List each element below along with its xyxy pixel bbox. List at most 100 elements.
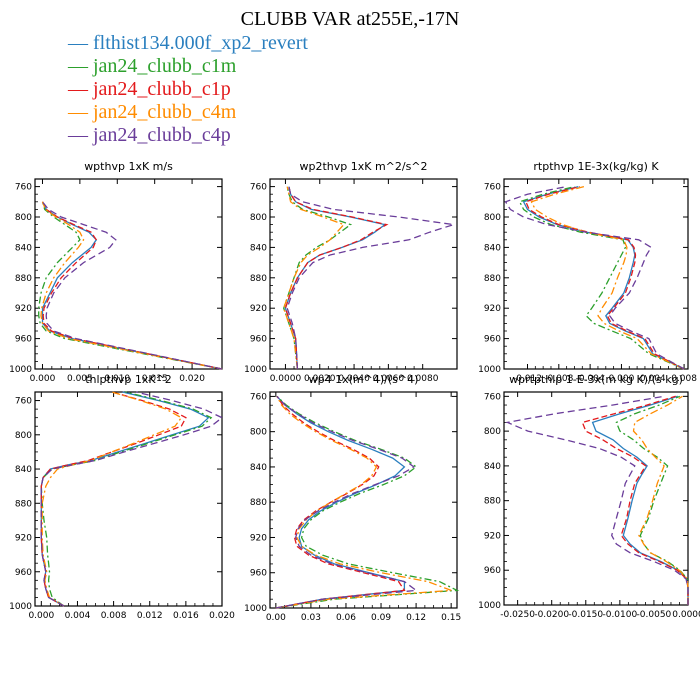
y-tick-label: 800 xyxy=(250,428,267,438)
x-tick-label: -0.012 xyxy=(513,374,542,384)
y-tick-label: 920 xyxy=(250,304,267,314)
series-line-2 xyxy=(40,391,213,607)
x-tick-label: 0.020 xyxy=(209,611,235,621)
y-tick-label: 960 xyxy=(484,566,501,576)
y-tick-label: 840 xyxy=(484,243,501,253)
y-tick-label: 760 xyxy=(484,392,501,402)
series-line-5 xyxy=(505,395,689,605)
y-tick-label: 800 xyxy=(484,213,501,223)
x-tick-label: 0.0040 xyxy=(338,374,370,384)
series-line-2 xyxy=(518,185,685,370)
plot-frame xyxy=(34,178,223,370)
y-tick-label: 840 xyxy=(484,462,501,472)
series-line-2 xyxy=(283,186,352,370)
plot-frame xyxy=(269,178,458,370)
y-tick-label: 760 xyxy=(15,183,32,193)
panel-6: wprtpthlp 1-E-3x(m kg K)/(s kg)-0.0250 -0… xyxy=(478,373,700,620)
page-title: CLUBB VAR at255E,-17N xyxy=(240,8,460,30)
x-tick-label: 0.0020 xyxy=(304,374,336,384)
plot-frame xyxy=(503,391,689,606)
x-tick-label: 0.016 xyxy=(173,611,199,621)
y-tick-label: 880 xyxy=(15,499,32,509)
legend-label: jan24_clubb_c4p xyxy=(93,124,231,146)
legend-label: jan24_clubb_c1p xyxy=(93,78,231,100)
x-tick-label: 0.0000 xyxy=(672,610,700,620)
y-tick-label: 1000 xyxy=(244,365,267,375)
legend-label: flthist134.000f_xp2_revert xyxy=(93,32,308,54)
x-tick-label: 0.15 xyxy=(441,613,461,623)
x-tick-label: 0.000 xyxy=(30,374,56,384)
x-tick-label: 0.0060 xyxy=(373,374,405,384)
y-tick-label: 840 xyxy=(15,243,32,253)
y-tick-label: 960 xyxy=(250,569,267,579)
y-tick-label: 760 xyxy=(250,392,267,402)
series-line-4 xyxy=(283,186,345,370)
legend-swatch: — xyxy=(68,78,93,100)
y-tick-label: 920 xyxy=(484,531,501,541)
panel-5: wp4 1x(m^4)/(s^4) 0.00 0.03 0.06 0.09 0.12 0.1… xyxy=(244,373,461,623)
series-line-1 xyxy=(40,391,210,607)
x-tick-label: 0.008 xyxy=(101,611,127,621)
y-tick-label: 1000 xyxy=(478,365,501,375)
y-tick-label: 1000 xyxy=(9,365,32,375)
x-tick-label: 0.00 xyxy=(266,613,286,623)
y-tick-label: 920 xyxy=(250,533,267,543)
series-line-1 xyxy=(41,201,223,370)
legend-label: jan24_clubb_c1m xyxy=(93,55,237,77)
legend-label: jan24_clubb_c4m xyxy=(93,101,237,123)
panel-title: rtpthvp 1E-3x(kg/kg) K xyxy=(533,160,659,173)
x-tick-label: 0.12 xyxy=(406,613,426,623)
x-tick-label: 0.0080 xyxy=(407,374,439,384)
x-tick-label: 0.06 xyxy=(336,613,356,623)
y-tick-label: 920 xyxy=(484,304,501,314)
series-line-4 xyxy=(41,391,183,607)
y-tick-label: 760 xyxy=(484,183,501,193)
panel-2: wp2thvp 1xK m^2/s^20.0000 0.0020 0.0040 0.0… xyxy=(244,160,458,384)
legend-item: — jan24_clubb_c1m xyxy=(68,55,308,78)
series-line-1 xyxy=(522,185,685,370)
x-tick-label: -0.008 xyxy=(544,374,573,384)
series-line-4 xyxy=(530,185,685,370)
x-tick-label: 0.004 xyxy=(640,374,666,384)
y-tick-label: 840 xyxy=(250,463,267,473)
series-line-5 xyxy=(286,186,454,370)
y-tick-label: 840 xyxy=(250,243,267,253)
series-line-1 xyxy=(591,395,689,605)
x-tick-label: 0.020 xyxy=(179,374,205,384)
legend-swatch: — xyxy=(68,124,93,146)
legend-swatch: — xyxy=(68,32,93,54)
legend-swatch: — xyxy=(68,101,93,123)
panel-title: wp4 1x(m^4)/(s^4) xyxy=(309,373,419,386)
y-tick-label: 960 xyxy=(250,335,267,345)
y-tick-label: 1000 xyxy=(244,604,267,614)
legend-swatch: — xyxy=(68,55,93,77)
x-tick-label: -0.004 xyxy=(576,374,605,384)
y-tick-label: 800 xyxy=(484,427,501,437)
panel-title: wpthvp 1xK m/s xyxy=(84,160,173,173)
x-tick-label: -0.0050 xyxy=(637,610,672,620)
series-line-4 xyxy=(275,396,452,609)
x-tick-label: -0.0250 xyxy=(500,610,535,620)
series-line-5 xyxy=(41,201,223,370)
x-tick-label: 0.005 xyxy=(67,374,93,384)
plot-frame xyxy=(503,178,689,370)
series-line-4 xyxy=(632,395,689,605)
panel-title: wp2thvp 1xK m^2/s^2 xyxy=(299,160,427,173)
y-tick-label: 880 xyxy=(484,497,501,507)
panel-title: thlpthvp 1xK^2 xyxy=(85,373,172,386)
y-tick-label: 920 xyxy=(15,304,32,314)
y-tick-label: 800 xyxy=(15,213,32,223)
legend-item: — flthist134.000f_xp2_revert xyxy=(68,32,308,55)
series-line-3 xyxy=(581,395,689,605)
y-tick-label: 880 xyxy=(250,274,267,284)
series-line-3 xyxy=(284,186,389,370)
panel-1: wpthvp 1xK m/s 0.000 0.005 0.010 0.015 0.020 7… xyxy=(9,160,223,384)
x-tick-label: -0.0150 xyxy=(568,610,603,620)
x-tick-label: 0.000 xyxy=(609,374,635,384)
y-tick-label: 960 xyxy=(15,568,32,578)
series-line-2 xyxy=(275,395,460,609)
series-line-5 xyxy=(40,391,224,607)
y-tick-label: 960 xyxy=(484,335,501,345)
series-line-3 xyxy=(525,185,685,370)
panel-4: thlpthvp 1xK^2 0.000 0.004 0.008 0.012 0.016 0… xyxy=(9,373,235,621)
